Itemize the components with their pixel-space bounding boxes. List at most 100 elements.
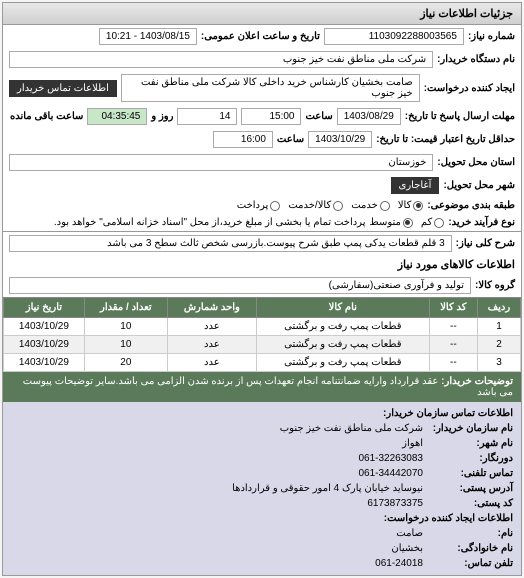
cell-name: قطعات پمپ رفت و برگشتی — [256, 336, 429, 354]
th-row: ردیف — [478, 298, 521, 318]
org-label: نام سازمان خریدار: — [423, 423, 513, 434]
days-value: 14 — [177, 108, 237, 125]
price-valid-time: 16:00 — [213, 131, 273, 148]
radio-kala-khadamat-label: کالا/خدمت — [288, 200, 331, 211]
radio-khadamat-label: خدمت — [351, 200, 378, 211]
province-label: استان محل تحویل: — [437, 157, 515, 168]
price-valid-date: 1403/10/29 — [308, 131, 372, 148]
table-body: 1 -- قطعات پمپ رفت و برگشتی عدد 10 1403/… — [4, 318, 521, 372]
radio-med[interactable]: متوسط — [369, 217, 412, 228]
buyer-desc-label: توضیحات خریدار: — [441, 376, 513, 387]
city-label2: نام شهر: — [423, 438, 513, 449]
key-desc-value: 3 قلم قطعات یدکی پمپ طبق شرح پیوست.بازرس… — [9, 235, 452, 252]
cell-n: 2 — [478, 336, 521, 354]
tel-value: 061-24018 — [375, 558, 423, 569]
fax-value: 061-32263083 — [358, 453, 423, 464]
postal-value: 6173873375 — [367, 498, 423, 509]
category-label: طبقه بندی موضوعی: — [427, 200, 515, 211]
th-unit: واحد شمارش — [167, 298, 256, 318]
radio-low[interactable]: کم — [421, 217, 444, 228]
cell-qty: 20 — [84, 354, 167, 372]
org-value: شرکت ملی مناطق نفت خیز جنوب — [280, 423, 423, 434]
addr-value: نیوساید خیابان پارک 4 امور حقوقی و قرارد… — [232, 483, 423, 494]
contact-section: اطلاعات تماس سازمان خریدار: نام سازمان خ… — [3, 402, 521, 575]
name-label: نام: — [423, 528, 513, 539]
deadline-send-label: مهلت ارسال پاسخ تا تاریخ: — [405, 111, 515, 122]
need-number-label: شماره نیاز: — [468, 31, 515, 42]
need-number-value: 1103092288003565 — [324, 28, 464, 45]
fax-label: دورنگار: — [423, 453, 513, 464]
th-name: نام کالا — [256, 298, 429, 318]
contact-buyer-button[interactable]: اطلاعات تماس خریدار — [9, 80, 117, 97]
panel-title: جزئیات اطلاعات نیاز — [3, 3, 521, 25]
cell-unit: عدد — [167, 318, 256, 336]
radio-pardakht[interactable]: پرداخت — [237, 200, 281, 211]
category-radio-group: کالا خدمت کالا/خدمت پرداخت — [237, 200, 424, 211]
cell-qty: 10 — [84, 336, 167, 354]
announce-value: 1403/08/15 - 10:21 — [99, 28, 197, 45]
family-label: نام خانوادگی: — [423, 543, 513, 554]
process-label: نوع فرآیند خرید: — [448, 217, 515, 228]
radio-dot-icon — [270, 201, 280, 211]
row-province: استان محل تحویل: خوزستان — [3, 151, 521, 174]
name-value: صامت — [396, 528, 423, 539]
phone-label: تماس تلفنی: — [423, 468, 513, 479]
cell-unit: عدد — [167, 336, 256, 354]
process-text: پرداخت تمام یا بخشی از مبلغ خرید،از محل … — [54, 217, 366, 228]
goods-info-header: اطلاعات کالاهای مورد نیاز — [3, 255, 521, 274]
remaining-time: 04:35:45 — [87, 108, 147, 125]
cell-n: 1 — [478, 318, 521, 336]
requester-label: ایجاد کننده درخواست: — [424, 83, 515, 94]
radio-kala-khadamat[interactable]: کالا/خدمت — [288, 200, 343, 211]
cell-name: قطعات پمپ رفت و برگشتی — [256, 354, 429, 372]
cell-date: 1403/10/29 — [4, 318, 85, 336]
buyer-desc-bar: توضیحات خریدار: عقد قرارداد وارایه ضمانت… — [3, 372, 521, 402]
deadline-date: 1403/08/29 — [337, 108, 401, 125]
cell-code: -- — [429, 336, 477, 354]
table-row: 3 -- قطعات پمپ رفت و برگشتی عدد 20 1403/… — [4, 354, 521, 372]
radio-kala[interactable]: کالا — [398, 200, 424, 211]
cell-date: 1403/10/29 — [4, 336, 85, 354]
key-desc-label: شرح کلی نیاز: — [456, 238, 515, 249]
radio-low-label: کم — [421, 217, 432, 228]
city-button[interactable]: آغاجاری — [391, 177, 440, 194]
row-key-desc: شرح کلی نیاز: 3 قلم قطعات یدکی پمپ طبق ش… — [3, 232, 521, 255]
radio-dot-icon — [380, 201, 390, 211]
province-value: خوزستان — [9, 154, 433, 171]
process-radio-group: کم متوسط — [369, 217, 444, 228]
row-goods-group: گروه کالا: تولید و فرآوری صنعتی(سفارشی) — [3, 274, 521, 297]
goods-group-label: گروه کالا: — [475, 280, 515, 291]
row-need-number: شماره نیاز: 1103092288003565 تاریخ و ساع… — [3, 25, 521, 48]
row-requester: ایجاد کننده درخواست: صامت بخشیان کارشناس… — [3, 71, 521, 105]
phone-value: 061-34442070 — [358, 468, 423, 479]
goods-table: ردیف کد کالا نام کالا واحد شمارش تعداد /… — [3, 297, 521, 372]
row-category: طبقه بندی موضوعی: کالا خدمت کالا/خدمت پر… — [3, 197, 521, 214]
row-process: نوع فرآیند خرید: کم متوسط پرداخت تمام یا… — [3, 214, 521, 231]
city-label: شهر محل تحویل: — [443, 180, 515, 191]
goods-group-value: تولید و فرآوری صنعتی(سفارشی) — [9, 277, 471, 294]
creator-header: اطلاعات ایجاد کننده درخواست: — [384, 513, 513, 524]
cell-code: -- — [429, 354, 477, 372]
cell-date: 1403/10/29 — [4, 354, 85, 372]
cell-name: قطعات پمپ رفت و برگشتی — [256, 318, 429, 336]
row-price-valid: حداقل تاریخ اعتبار قیمت: تا تاریخ: 1403/… — [3, 128, 521, 151]
tel-label: تلفن تماس: — [423, 558, 513, 569]
radio-dot-icon — [333, 201, 343, 211]
th-qty: تعداد / مقدار — [84, 298, 167, 318]
postal-label: کد پستی: — [423, 498, 513, 509]
row-city: شهر محل تحویل: آغاجاری — [3, 174, 521, 197]
remaining-label: ساعت باقی مانده — [10, 111, 83, 122]
table-row: 2 -- قطعات پمپ رفت و برگشتی عدد 10 1403/… — [4, 336, 521, 354]
contact-header: اطلاعات تماس سازمان خریدار: — [383, 408, 513, 419]
radio-khadamat[interactable]: خدمت — [351, 200, 390, 211]
radio-kala-label: کالا — [398, 200, 412, 211]
radio-pardakht-label: پرداخت — [237, 200, 269, 211]
buyer-desc-text: عقد قرارداد وارایه ضمانتنامه انجام تعهدا… — [23, 376, 513, 398]
goods-info-header-label: اطلاعات کالاهای مورد نیاز — [398, 258, 515, 271]
family-value: بخشیان — [391, 543, 423, 554]
th-date: تاریخ نیاز — [4, 298, 85, 318]
buyer-org-value: شرکت ملی مناطق نفت خیز جنوب — [9, 51, 433, 68]
radio-med-label: متوسط — [369, 217, 400, 228]
cell-qty: 10 — [84, 318, 167, 336]
time-label-1: ساعت — [305, 111, 332, 122]
